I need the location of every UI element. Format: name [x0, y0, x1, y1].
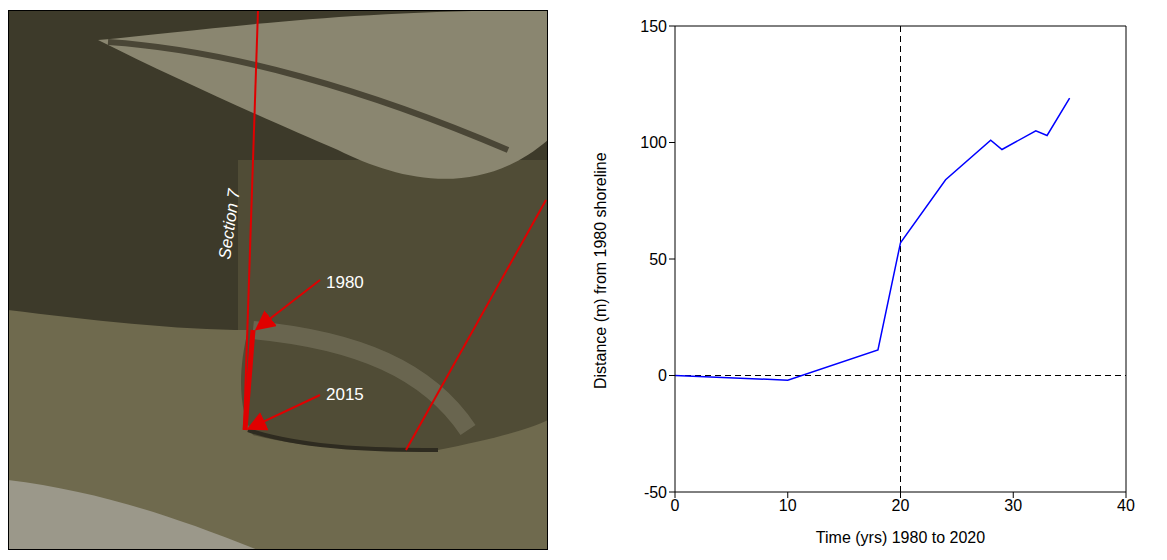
svg-text:40: 40 [1117, 497, 1135, 514]
svg-text:100: 100 [640, 134, 667, 151]
svg-text:Distance (m) from 1980 shoreli: Distance (m) from 1980 shoreline [592, 152, 609, 389]
svg-text:30: 30 [1004, 497, 1022, 514]
svg-text:150: 150 [640, 18, 667, 35]
svg-text:Section 7: Section 7 [215, 187, 244, 260]
svg-text:20: 20 [892, 497, 910, 514]
svg-text:Time (yrs) 1980 to 2020: Time (yrs) 1980 to 2020 [816, 529, 985, 546]
svg-text:-50: -50 [644, 484, 667, 501]
svg-text:50: 50 [649, 251, 667, 268]
svg-text:0: 0 [671, 497, 680, 514]
svg-text:0: 0 [658, 367, 667, 384]
svg-text:1980: 1980 [326, 273, 364, 292]
svg-text:2015: 2015 [326, 385, 364, 404]
svg-text:10: 10 [779, 497, 797, 514]
